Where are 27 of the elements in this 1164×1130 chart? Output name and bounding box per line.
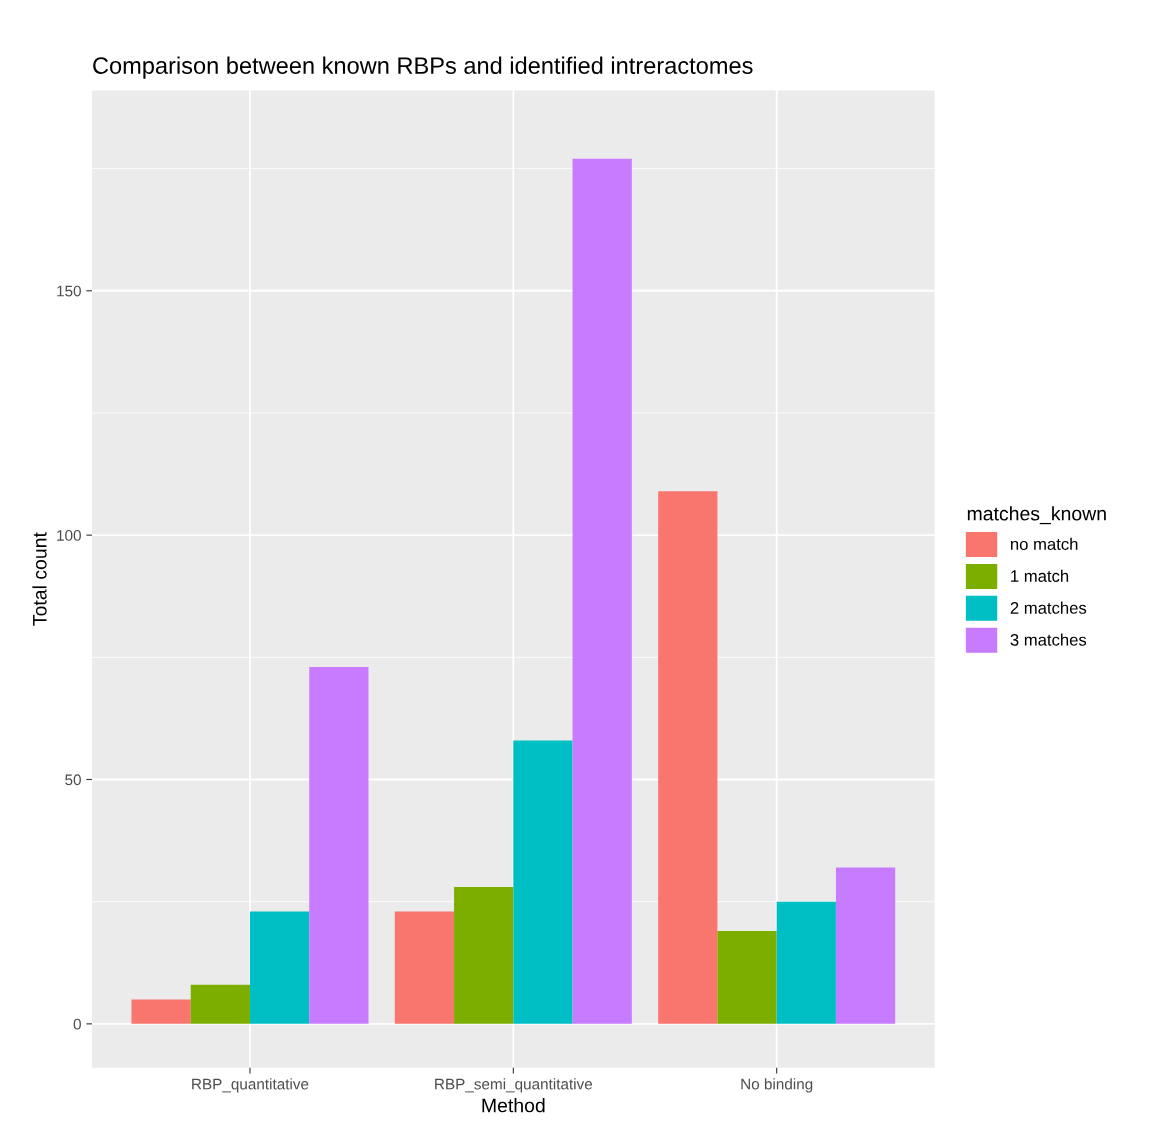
y-tick-label: 150 [57,285,81,297]
legend-label: 3 matches [1010,633,1087,646]
legend-title: matches_known [967,506,1106,525]
y-tick-label: 100 [57,530,81,541]
bar [131,999,191,1024]
bar [249,911,310,1024]
y-tick-label: 0 [73,1018,81,1030]
bar [717,931,777,1024]
bar [776,901,836,1024]
chart-title: Comparison between known RBPs and identified intreractomes [93,56,753,79]
bar [190,984,250,1024]
bar [658,491,718,1024]
bar [454,887,514,1024]
bar [835,867,896,1024]
bar [309,667,369,1024]
x-tick-label: RBP_quantitative [192,1078,309,1093]
legend-label: 2 matches [1010,601,1087,614]
legend-label: no match [1010,537,1078,551]
bar [513,740,573,1024]
bar [572,158,632,1024]
legend-label: 1 match [1011,569,1069,582]
y-tick-label: 50 [65,774,81,786]
bar [394,911,455,1024]
x-axis-title: Method [482,1098,545,1113]
x-tick-label: No binding [741,1078,813,1093]
x-tick-label: RBP_semi_quantitative [435,1078,593,1093]
y-axis-title: Total count [32,532,47,626]
